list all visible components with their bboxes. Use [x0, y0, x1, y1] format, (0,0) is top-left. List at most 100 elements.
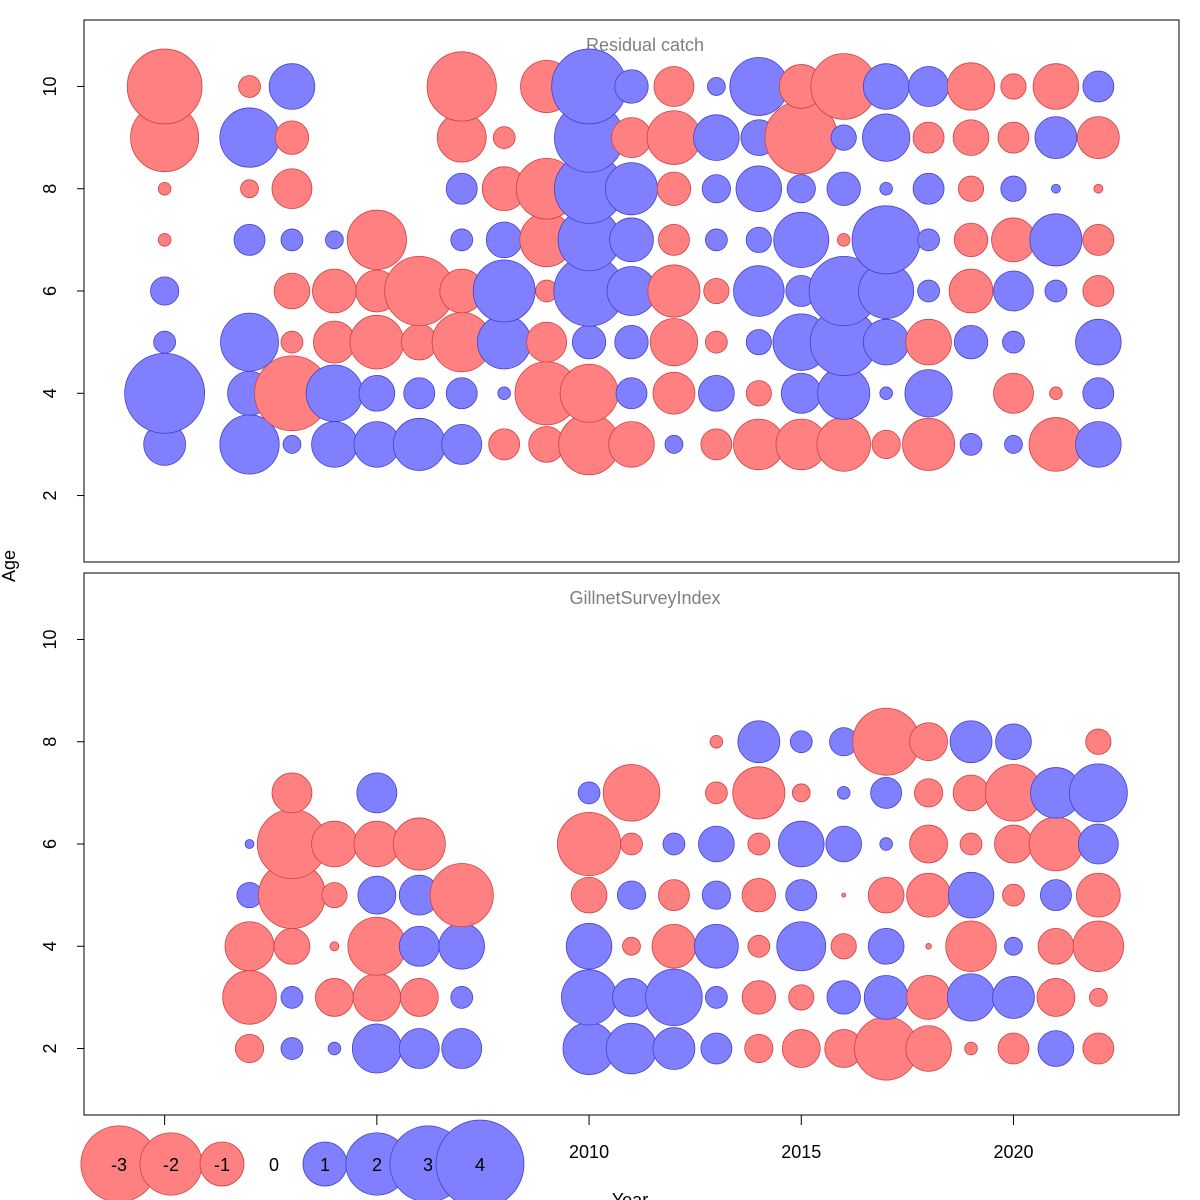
residual-bubble: [1072, 920, 1125, 972]
panel-gillnet-survey-index: GillnetSurveyIndex 2 4 6 8 10: [40, 572, 1180, 1116]
residual-bubble: [867, 927, 905, 965]
residual-bubble: [773, 211, 830, 268]
residual-bubble: [747, 934, 771, 958]
residual-bubble: [737, 720, 781, 764]
residual-bubble: [398, 925, 440, 967]
residual-bubble: [1002, 883, 1025, 907]
residual-bubble: [346, 209, 407, 270]
residual-bubble: [271, 772, 313, 814]
residual-bubble: [945, 920, 997, 972]
residual-bubble: [313, 320, 356, 364]
residual-bubble: [271, 168, 313, 210]
residual-bubble: [157, 233, 172, 247]
residual-bubble: [946, 62, 996, 111]
residual-bubble: [698, 825, 735, 863]
residual-bubble: [946, 973, 996, 1022]
residual-bubble: [321, 882, 348, 909]
residual-bubble: [693, 114, 740, 161]
residual-bubble: [244, 839, 255, 849]
y-axis: 2 4 6 8 10: [40, 76, 85, 501]
residual-bubble: [649, 318, 699, 367]
residual-bubble: [741, 877, 776, 913]
residual-bubble: [664, 435, 684, 454]
residual-bubble: [912, 121, 945, 154]
residual-bubble: [902, 417, 956, 471]
y-tick-label: 10: [40, 629, 60, 649]
residual-bubble: [700, 428, 733, 461]
legend-label: -3: [111, 1155, 127, 1175]
residual-bubble: [705, 781, 728, 805]
residual-bubble: [953, 222, 989, 258]
residual-bubble: [646, 110, 702, 165]
residual-bubble: [705, 228, 728, 252]
residual-bubble: [605, 162, 658, 216]
residual-bubble: [450, 228, 474, 252]
residual-bubble: [615, 377, 648, 410]
residual-bubble: [1037, 1030, 1075, 1067]
y-tick-label: 2: [40, 1044, 60, 1054]
residual-bubble: [126, 48, 203, 125]
residual-bubble: [826, 171, 861, 206]
residual-bubble: [1034, 116, 1078, 159]
residual-bubble: [952, 119, 990, 156]
residual-bubble: [1082, 223, 1115, 256]
residual-bubble: [701, 174, 731, 204]
residual-bubble: [909, 722, 948, 762]
residual-bubble: [791, 783, 811, 803]
legend-label: 3: [423, 1155, 433, 1175]
residual-bubble: [1075, 421, 1122, 468]
residual-bubble: [347, 916, 407, 976]
residual-bubble: [403, 377, 436, 410]
x-tick-label: 2020: [993, 1142, 1033, 1162]
residual-bubble: [124, 352, 206, 434]
residual-bubble: [841, 892, 847, 898]
residual-bubble: [352, 973, 401, 1022]
residual-bubble: [816, 417, 871, 472]
residual-bubble: [789, 730, 813, 754]
y-tick-label: 8: [40, 184, 60, 194]
residual-bubble: [311, 421, 358, 468]
residual-bubble: [1075, 318, 1122, 366]
residual-bubble: [658, 223, 690, 256]
residual-bubble: [274, 120, 310, 155]
legend-label: -2: [163, 1155, 179, 1175]
residual-bubble: [611, 117, 652, 159]
residual-bubble: [741, 980, 776, 1015]
residual-bubble: [311, 820, 358, 868]
residual-bubble: [1076, 116, 1120, 159]
residual-bubble: [561, 969, 618, 1026]
residual-bubble: [652, 371, 696, 415]
residual-bubble: [780, 372, 822, 414]
residual-bubble: [605, 1022, 658, 1075]
residual-bubble: [788, 984, 815, 1011]
residual-bubble: [450, 986, 474, 1009]
residual-bubble: [991, 217, 1036, 263]
residual-bubble: [851, 205, 921, 275]
residual-bubble: [357, 875, 397, 915]
residual-bubble: [786, 174, 816, 204]
residual-bubble: [438, 923, 485, 970]
residual-bubble: [233, 223, 266, 256]
residual-bubble: [830, 933, 857, 960]
residual-bubble: [830, 124, 857, 151]
residual-bubble: [879, 386, 893, 400]
residual-bubble: [1076, 872, 1121, 918]
residual-bubble: [325, 230, 344, 250]
residual-bubble: [445, 377, 478, 410]
residual-bubble: [358, 374, 396, 412]
residual-bubble: [282, 435, 302, 454]
residual-bubble: [238, 75, 261, 98]
residual-bubble: [356, 772, 398, 814]
residual-bubble: [1049, 386, 1063, 400]
residual-bubble: [867, 876, 905, 914]
residual-bubble: [905, 318, 952, 366]
residual-bubble: [1089, 988, 1108, 1007]
residual-bubble: [353, 421, 401, 468]
residual-bubble: [776, 921, 827, 972]
residual-bubble: [825, 825, 862, 863]
residual-bubble: [329, 941, 340, 952]
residual-bubble: [917, 279, 940, 303]
y-tick-label: 6: [40, 286, 60, 296]
residual-bubble: [656, 171, 692, 206]
y-tick-label: 4: [40, 388, 60, 398]
